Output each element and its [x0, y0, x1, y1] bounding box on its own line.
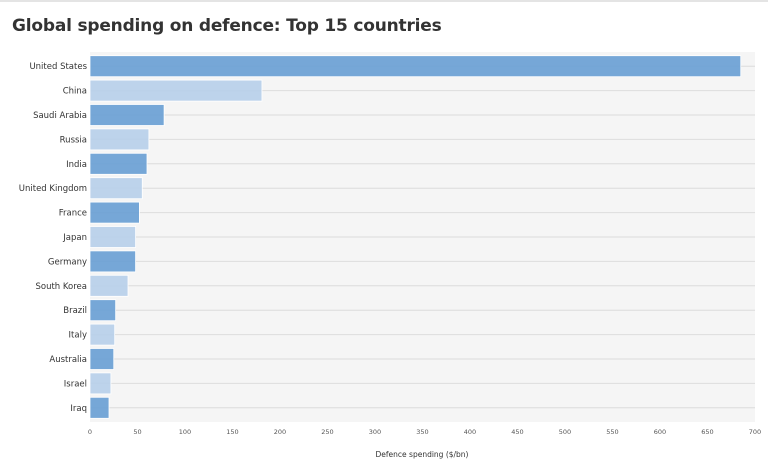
- x-tick-label: 100: [179, 428, 191, 436]
- bar-saudi-arabia[interactable]: [89, 104, 165, 126]
- category-label: South Korea: [35, 282, 87, 292]
- bar-france[interactable]: [89, 201, 140, 224]
- category-label: Australia: [49, 355, 87, 365]
- x-tick-label: 600: [654, 428, 666, 436]
- category-label: Russia: [60, 135, 87, 145]
- x-tick-labels: 0 50 100 150 200 250 300 350 400 450 500 550 600 650 7…: [88, 428, 761, 436]
- x-tick-label: 150: [226, 428, 238, 436]
- bar-israel[interactable]: [89, 372, 112, 395]
- bar-iraq[interactable]: [89, 396, 110, 419]
- category-label: Brazil: [63, 306, 87, 316]
- bar-brazil[interactable]: [89, 299, 117, 322]
- category-labels: United States China Saudi Arabia Russia Indi…: [19, 62, 88, 414]
- category-label: Italy: [69, 331, 87, 341]
- category-label: United Kingdom: [19, 184, 87, 194]
- bar-japan[interactable]: [89, 226, 136, 248]
- x-tick-label: 550: [606, 428, 618, 436]
- x-tick-label: 400: [464, 428, 476, 436]
- category-label: Iraq: [70, 404, 87, 414]
- chart-title: Global spending on defence: Top 15 count…: [12, 16, 442, 36]
- x-tick-label: 0: [88, 428, 92, 436]
- x-tick-label: 300: [369, 428, 381, 436]
- bars: [89, 55, 742, 419]
- x-tick-label: 500: [559, 428, 571, 436]
- category-label: United States: [29, 62, 87, 72]
- bar-united-states[interactable]: [89, 55, 742, 78]
- x-tick-label: 200: [274, 428, 286, 436]
- category-label: Israel: [64, 379, 87, 389]
- category-label: India: [66, 160, 87, 170]
- x-tick-label: 50: [133, 428, 141, 436]
- bar-russia[interactable]: [89, 128, 150, 151]
- bar-germany[interactable]: [89, 250, 136, 273]
- top-divider: [0, 0, 768, 2]
- category-label: Saudi Arabia: [33, 111, 87, 121]
- bar-china[interactable]: [89, 79, 263, 102]
- x-axis-title: Defence spending ($/bn): [376, 450, 469, 459]
- bar-south-korea[interactable]: [89, 274, 129, 297]
- category-label: France: [59, 209, 87, 219]
- x-tick-label: 450: [511, 428, 523, 436]
- category-label: Germany: [48, 257, 87, 267]
- x-tick-label: 700: [749, 428, 761, 436]
- category-label: Japan: [62, 233, 87, 243]
- bar-india[interactable]: [89, 152, 148, 175]
- x-tick-label: 650: [701, 428, 713, 436]
- category-label: China: [63, 87, 87, 97]
- bar-united-kingdom[interactable]: [89, 177, 143, 200]
- bar-australia[interactable]: [89, 348, 115, 370]
- x-tick-label: 350: [416, 428, 428, 436]
- bar-italy[interactable]: [89, 323, 116, 346]
- x-tick-label: 250: [321, 428, 333, 436]
